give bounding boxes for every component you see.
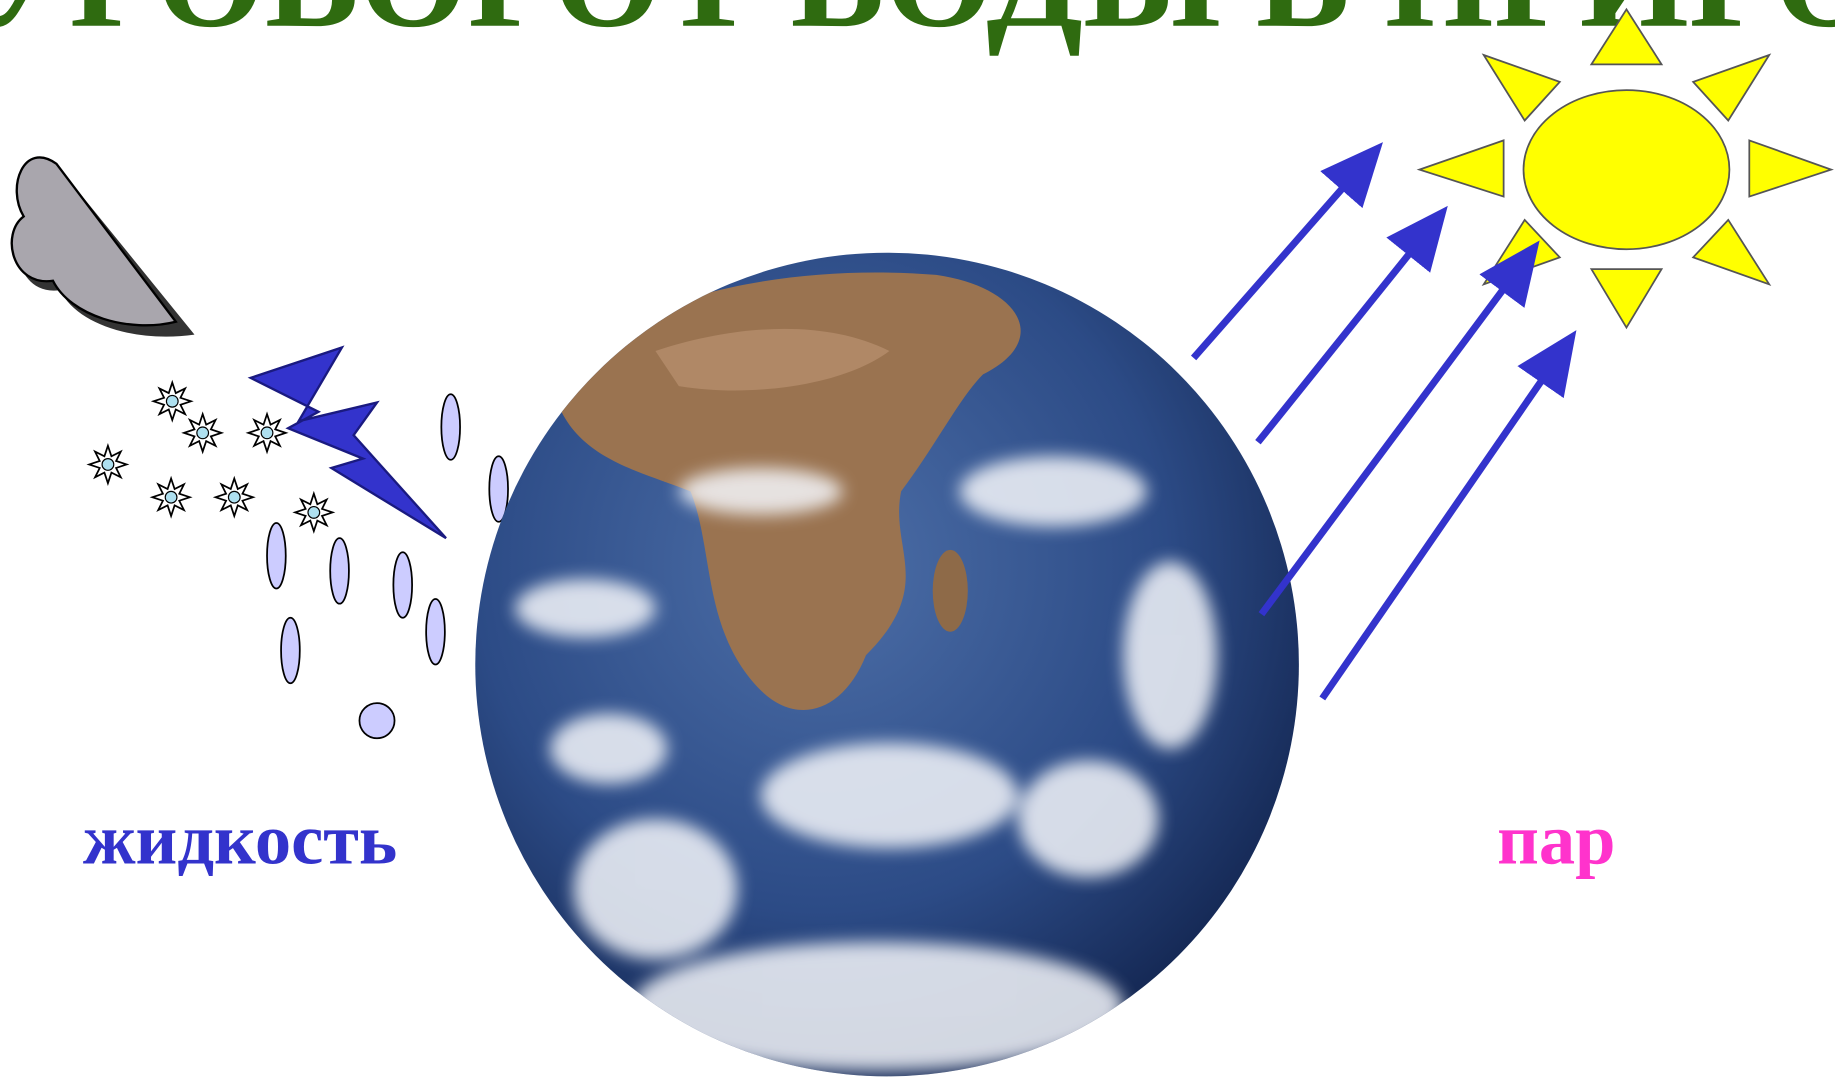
snowflakes [88, 381, 334, 533]
vapor-label: пар [1497, 798, 1615, 879]
heat-arrows [1190, 142, 1577, 701]
title: КРУГОВОРОТ ВОДЫ В ПРИРОДЕ [0, 0, 1835, 57]
lightning [247, 345, 447, 540]
earth [475, 252, 1299, 1077]
raindrops [266, 393, 509, 740]
liquid-label: жидкость [83, 798, 397, 879]
sun [1416, 7, 1834, 330]
cloud [10, 156, 195, 337]
